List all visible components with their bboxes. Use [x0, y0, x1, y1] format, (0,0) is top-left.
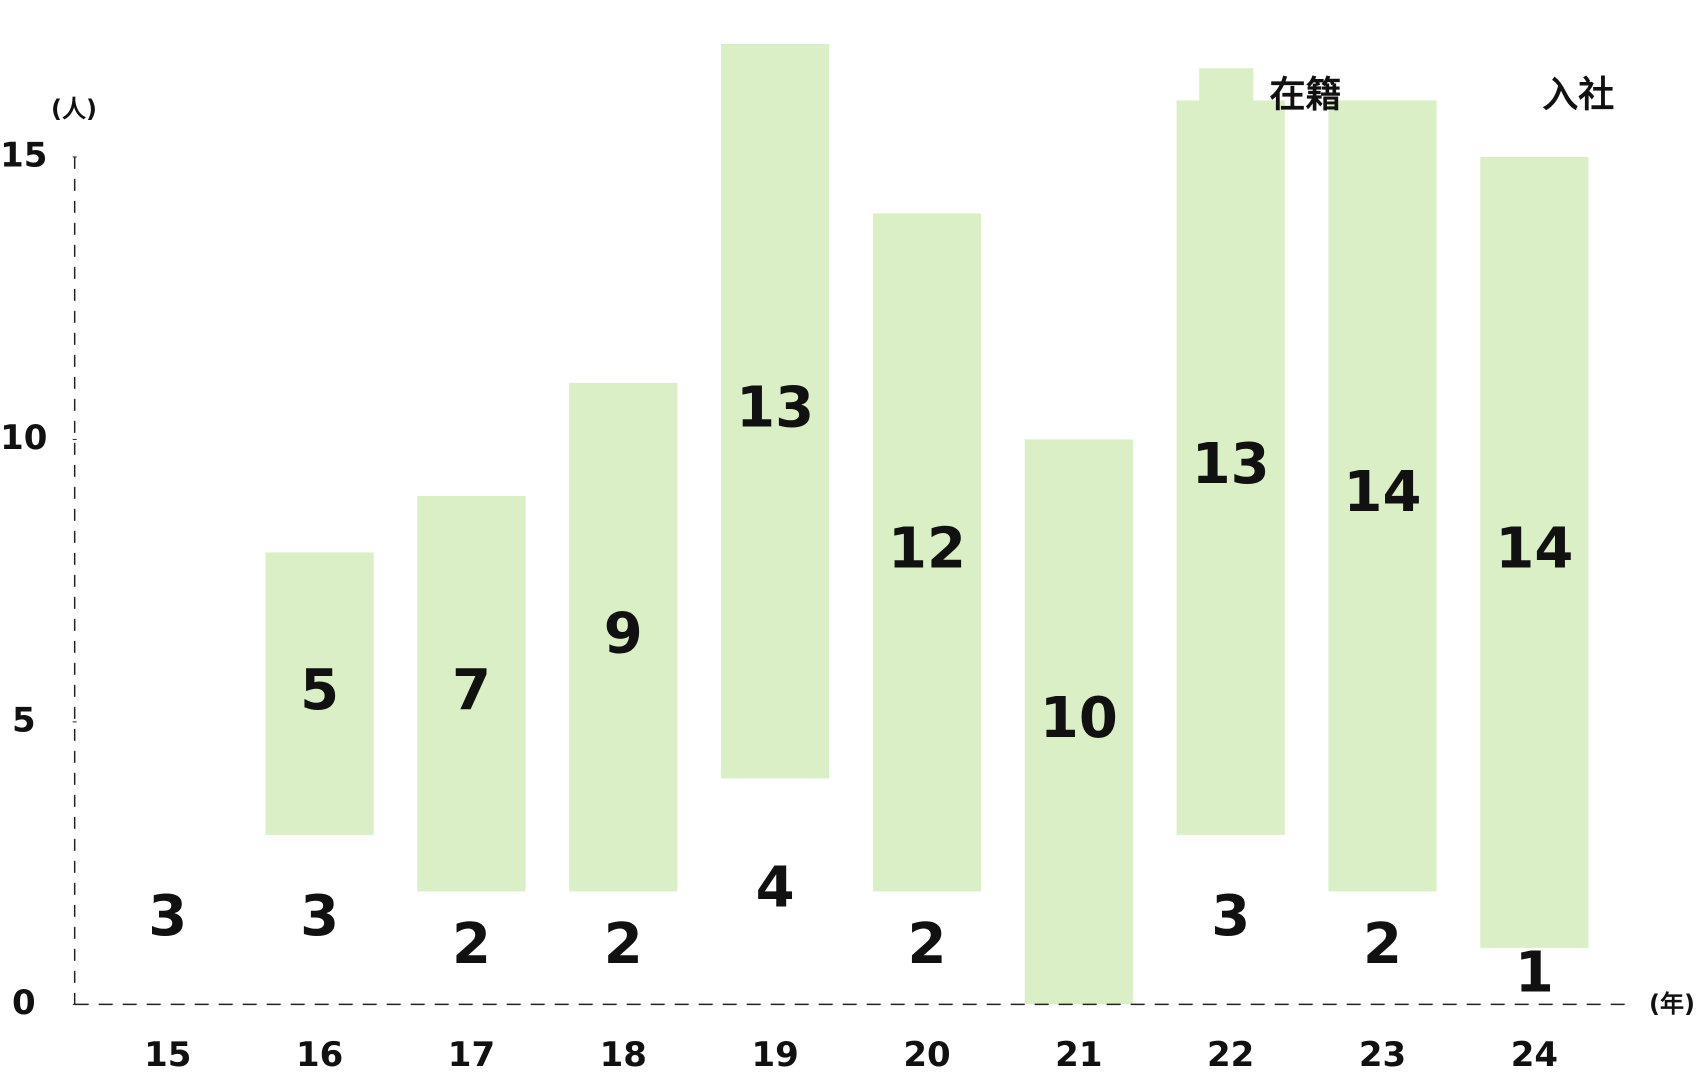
bar — [1328, 100, 1437, 892]
y-unit: (人) — [51, 95, 97, 123]
bar — [113, 834, 222, 1005]
y-tick-label: 5 — [12, 700, 36, 740]
y-tick-label: 15 — [0, 135, 47, 175]
bar — [569, 382, 678, 892]
value-label: 1 — [1515, 940, 1554, 1005]
bar — [1328, 891, 1437, 1005]
value-label: 2 — [908, 912, 947, 977]
x-tick-label: 22 — [1207, 1035, 1254, 1074]
value-label: 2 — [452, 912, 491, 977]
x-unit: (年) — [1649, 990, 1695, 1018]
legend-swatch — [1199, 68, 1254, 123]
value-label: 3 — [148, 884, 187, 949]
bar — [265, 552, 374, 835]
bar — [721, 43, 830, 779]
bar — [1176, 834, 1285, 1005]
value-label: 14 — [1495, 517, 1573, 582]
legend-label: 在籍 — [1270, 74, 1342, 115]
value-label: 2 — [1363, 912, 1402, 977]
value-label: 4 — [756, 856, 795, 921]
bar — [872, 891, 982, 1005]
x-tick-label: 23 — [1359, 1035, 1406, 1074]
value-label: 5 — [300, 658, 339, 723]
x-tick-label: 18 — [600, 1035, 647, 1074]
value-label: 9 — [604, 601, 643, 666]
y-tick-label: 10 — [0, 418, 47, 458]
bar — [1480, 156, 1589, 948]
x-tick-label: 15 — [144, 1035, 191, 1074]
y-tick-label: 0 — [12, 983, 36, 1023]
value-label: 13 — [736, 375, 814, 440]
x-tick-label: 21 — [1055, 1035, 1102, 1074]
x-tick-label: 24 — [1511, 1035, 1558, 1074]
value-label: 3 — [1211, 884, 1250, 949]
bar — [1480, 947, 1589, 1005]
x-tick-label: 20 — [903, 1035, 950, 1074]
x-tick-label: 17 — [448, 1035, 495, 1074]
value-label: 10 — [1040, 686, 1118, 751]
bar — [1024, 439, 1133, 1005]
x-tick-label: 19 — [751, 1035, 798, 1074]
bar — [1176, 100, 1285, 835]
x-tick-label: 16 — [296, 1035, 343, 1074]
value-label: 2 — [604, 912, 643, 977]
value-label: 7 — [452, 658, 491, 723]
value-label: 12 — [888, 517, 966, 582]
bar — [569, 891, 678, 1005]
legend-swatch — [1471, 68, 1527, 123]
bar — [265, 834, 374, 1005]
bar — [721, 778, 830, 1005]
legend-label: 入社 — [1542, 74, 1614, 115]
bar — [872, 213, 982, 892]
value-label: 14 — [1344, 460, 1422, 525]
value-label: 3 — [300, 884, 339, 949]
bar — [417, 891, 526, 1005]
value-label: 13 — [1192, 432, 1270, 497]
bar — [417, 495, 526, 892]
